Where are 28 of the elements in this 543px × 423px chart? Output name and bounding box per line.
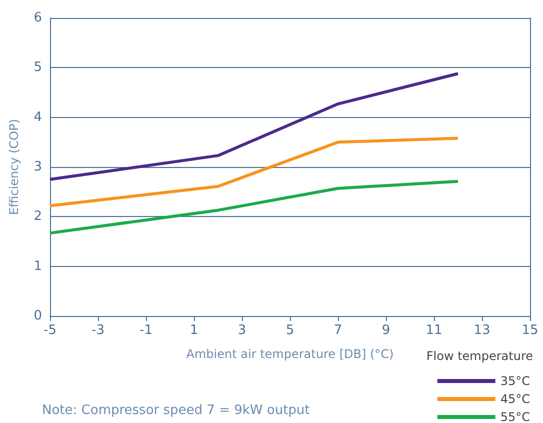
y-tick-label: 0 [34, 308, 42, 324]
x-tick-label: 1 [190, 323, 198, 338]
legend-label: 35°C [500, 374, 530, 388]
x-tick-label: 7 [334, 323, 342, 338]
y-tick-label: 5 [34, 60, 42, 76]
line-series [48, 180, 460, 235]
line-series [48, 136, 460, 208]
legend-label: 55°C [500, 410, 530, 423]
y-tick-label: 4 [34, 110, 42, 125]
x-tick-label: 9 [382, 323, 390, 338]
y-tick-label: 3 [34, 160, 42, 174]
x-tick-label: 5 [286, 323, 294, 338]
text: Note: Compressor speed 7 = 9kW output [42, 403, 310, 418]
y-tick-label: 2 [34, 209, 42, 224]
x-tick-label: -1 [140, 323, 152, 338]
y-tick-label: 1 [34, 258, 42, 274]
x-tick-label: 13 [474, 323, 490, 338]
legend-label: 45°C [500, 392, 530, 406]
x-tick-label: 11 [426, 323, 442, 338]
legend-title: Flow temperature [426, 349, 534, 363]
line-series [48, 72, 460, 181]
x-axis-title: Ambient air temperature [DB] (°C) [186, 347, 394, 361]
x-tick-label: 3 [238, 323, 246, 338]
y-tick-label: 6 [34, 10, 42, 26]
x-tick-label: -5 [44, 323, 56, 338]
x-tick-label: -3 [92, 323, 104, 338]
x-tick-label: 15 [522, 323, 538, 338]
y-axis-title: Efficiency (COP) [7, 118, 21, 216]
